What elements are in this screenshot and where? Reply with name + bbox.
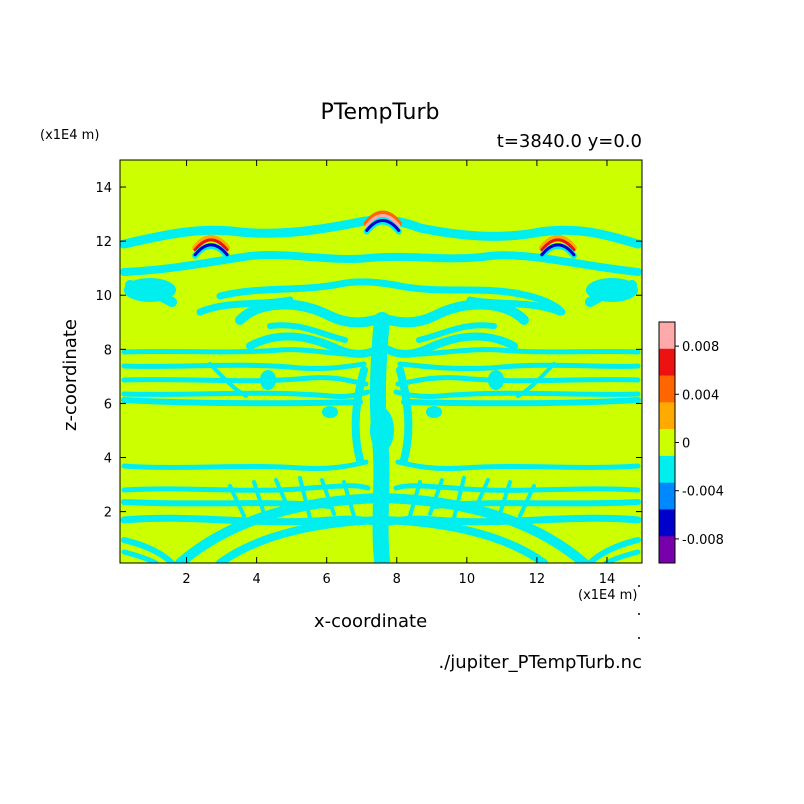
pattern-band	[121, 549, 159, 563]
y-axis-unit: (x1E4 m)	[40, 128, 100, 143]
colorbar-tick-label: 0	[682, 437, 690, 452]
colorbar-tick-label: -0.004	[682, 485, 724, 500]
pattern-band	[393, 483, 641, 493]
y-tick-label: 2	[104, 506, 112, 521]
feature-arc	[540, 238, 576, 252]
pattern-band	[121, 389, 371, 399]
pattern-band	[408, 476, 536, 522]
pattern-band	[395, 375, 641, 387]
y-tick-label: 12	[95, 235, 112, 250]
pattern-band	[228, 476, 356, 522]
axis-marks	[638, 585, 640, 639]
pattern-blobs	[124, 278, 638, 452]
chart-subtitle: t=3840.0 y=0.0	[496, 131, 642, 152]
y-tick-label: 6	[104, 397, 112, 412]
pattern-band	[397, 361, 641, 372]
chart-title: PTempTurb	[320, 100, 440, 125]
colorbar-swatch	[659, 429, 675, 457]
pattern-band	[401, 397, 641, 407]
pattern-band	[121, 459, 369, 472]
y-tick-label: 4	[104, 452, 112, 467]
colorbar-swatch	[659, 348, 675, 377]
pattern-band	[351, 366, 368, 464]
feature-arc	[365, 219, 401, 233]
pattern-band	[267, 322, 348, 343]
colorbar-tick-label: 0.004	[682, 388, 719, 403]
y-tick-label: 10	[95, 289, 112, 304]
pattern-blob	[370, 408, 394, 452]
pattern-band	[516, 362, 556, 398]
pattern-band	[121, 397, 363, 407]
pattern-band	[121, 347, 365, 357]
x-tick-label: 14	[599, 572, 616, 587]
colorbar-swatch	[659, 455, 675, 484]
pattern-band	[587, 537, 641, 563]
colorbar-tick-label: 0.008	[682, 340, 719, 355]
pattern-band	[121, 537, 175, 563]
feature-arc	[193, 243, 229, 257]
x-tick-label: 12	[529, 572, 546, 587]
feature-arcs	[192, 210, 577, 259]
pattern-band	[416, 322, 497, 343]
feature-arc	[540, 243, 576, 257]
pattern-blob	[124, 278, 176, 302]
colorbar-swatch	[659, 322, 675, 350]
source-filename: ./jupiter_PTempTurb.nc	[438, 652, 642, 673]
colorbar-swatch	[659, 509, 675, 537]
colorbar-swatch	[659, 536, 675, 564]
pattern-blob	[322, 406, 338, 418]
pattern-band	[396, 366, 413, 464]
x-tick-label: 10	[459, 572, 476, 587]
pattern-band	[121, 483, 371, 493]
pattern-band	[208, 362, 248, 398]
x-axis-label: x-coordinate	[314, 611, 428, 632]
pattern-blob	[488, 370, 504, 390]
pattern-band	[395, 459, 641, 472]
pattern-band	[216, 516, 548, 563]
y-tick-label: 14	[95, 181, 112, 196]
pattern-band	[175, 493, 589, 563]
x-tick-label: 2	[182, 572, 190, 587]
x-tick-label: 8	[393, 572, 401, 587]
pattern-blob	[426, 406, 442, 418]
y-axis: 2 4 6 8 10 12 14	[95, 181, 642, 521]
y-tick-label: 8	[104, 343, 112, 358]
colorbar-swatch	[659, 375, 675, 403]
pattern-band	[120, 251, 642, 276]
pattern-band	[121, 375, 369, 387]
x-axis: 2 4 6 8 10 12 14	[182, 160, 615, 587]
pattern-band	[216, 278, 566, 316]
plot-frame	[119, 159, 643, 564]
colorbar: 0.008 0.004 0 -0.004 -0.008	[658, 321, 724, 564]
pattern-band	[399, 347, 641, 357]
pattern-band	[121, 361, 367, 372]
pattern-blob	[260, 370, 276, 390]
x-tick-label: 6	[323, 572, 331, 587]
heatmap-pattern	[120, 215, 642, 563]
colorbar-swatch	[659, 482, 675, 510]
colorbar-swatch	[659, 402, 675, 430]
feature-arc	[193, 238, 229, 252]
feature-arc	[365, 214, 401, 228]
x-tick-label: 4	[252, 572, 260, 587]
pattern-band	[393, 389, 641, 399]
pattern-band	[603, 549, 641, 563]
x-axis-unit: (x1E4 m)	[578, 588, 638, 603]
pattern-blob	[586, 278, 638, 302]
colorbar-tick-label: -0.008	[682, 533, 724, 548]
